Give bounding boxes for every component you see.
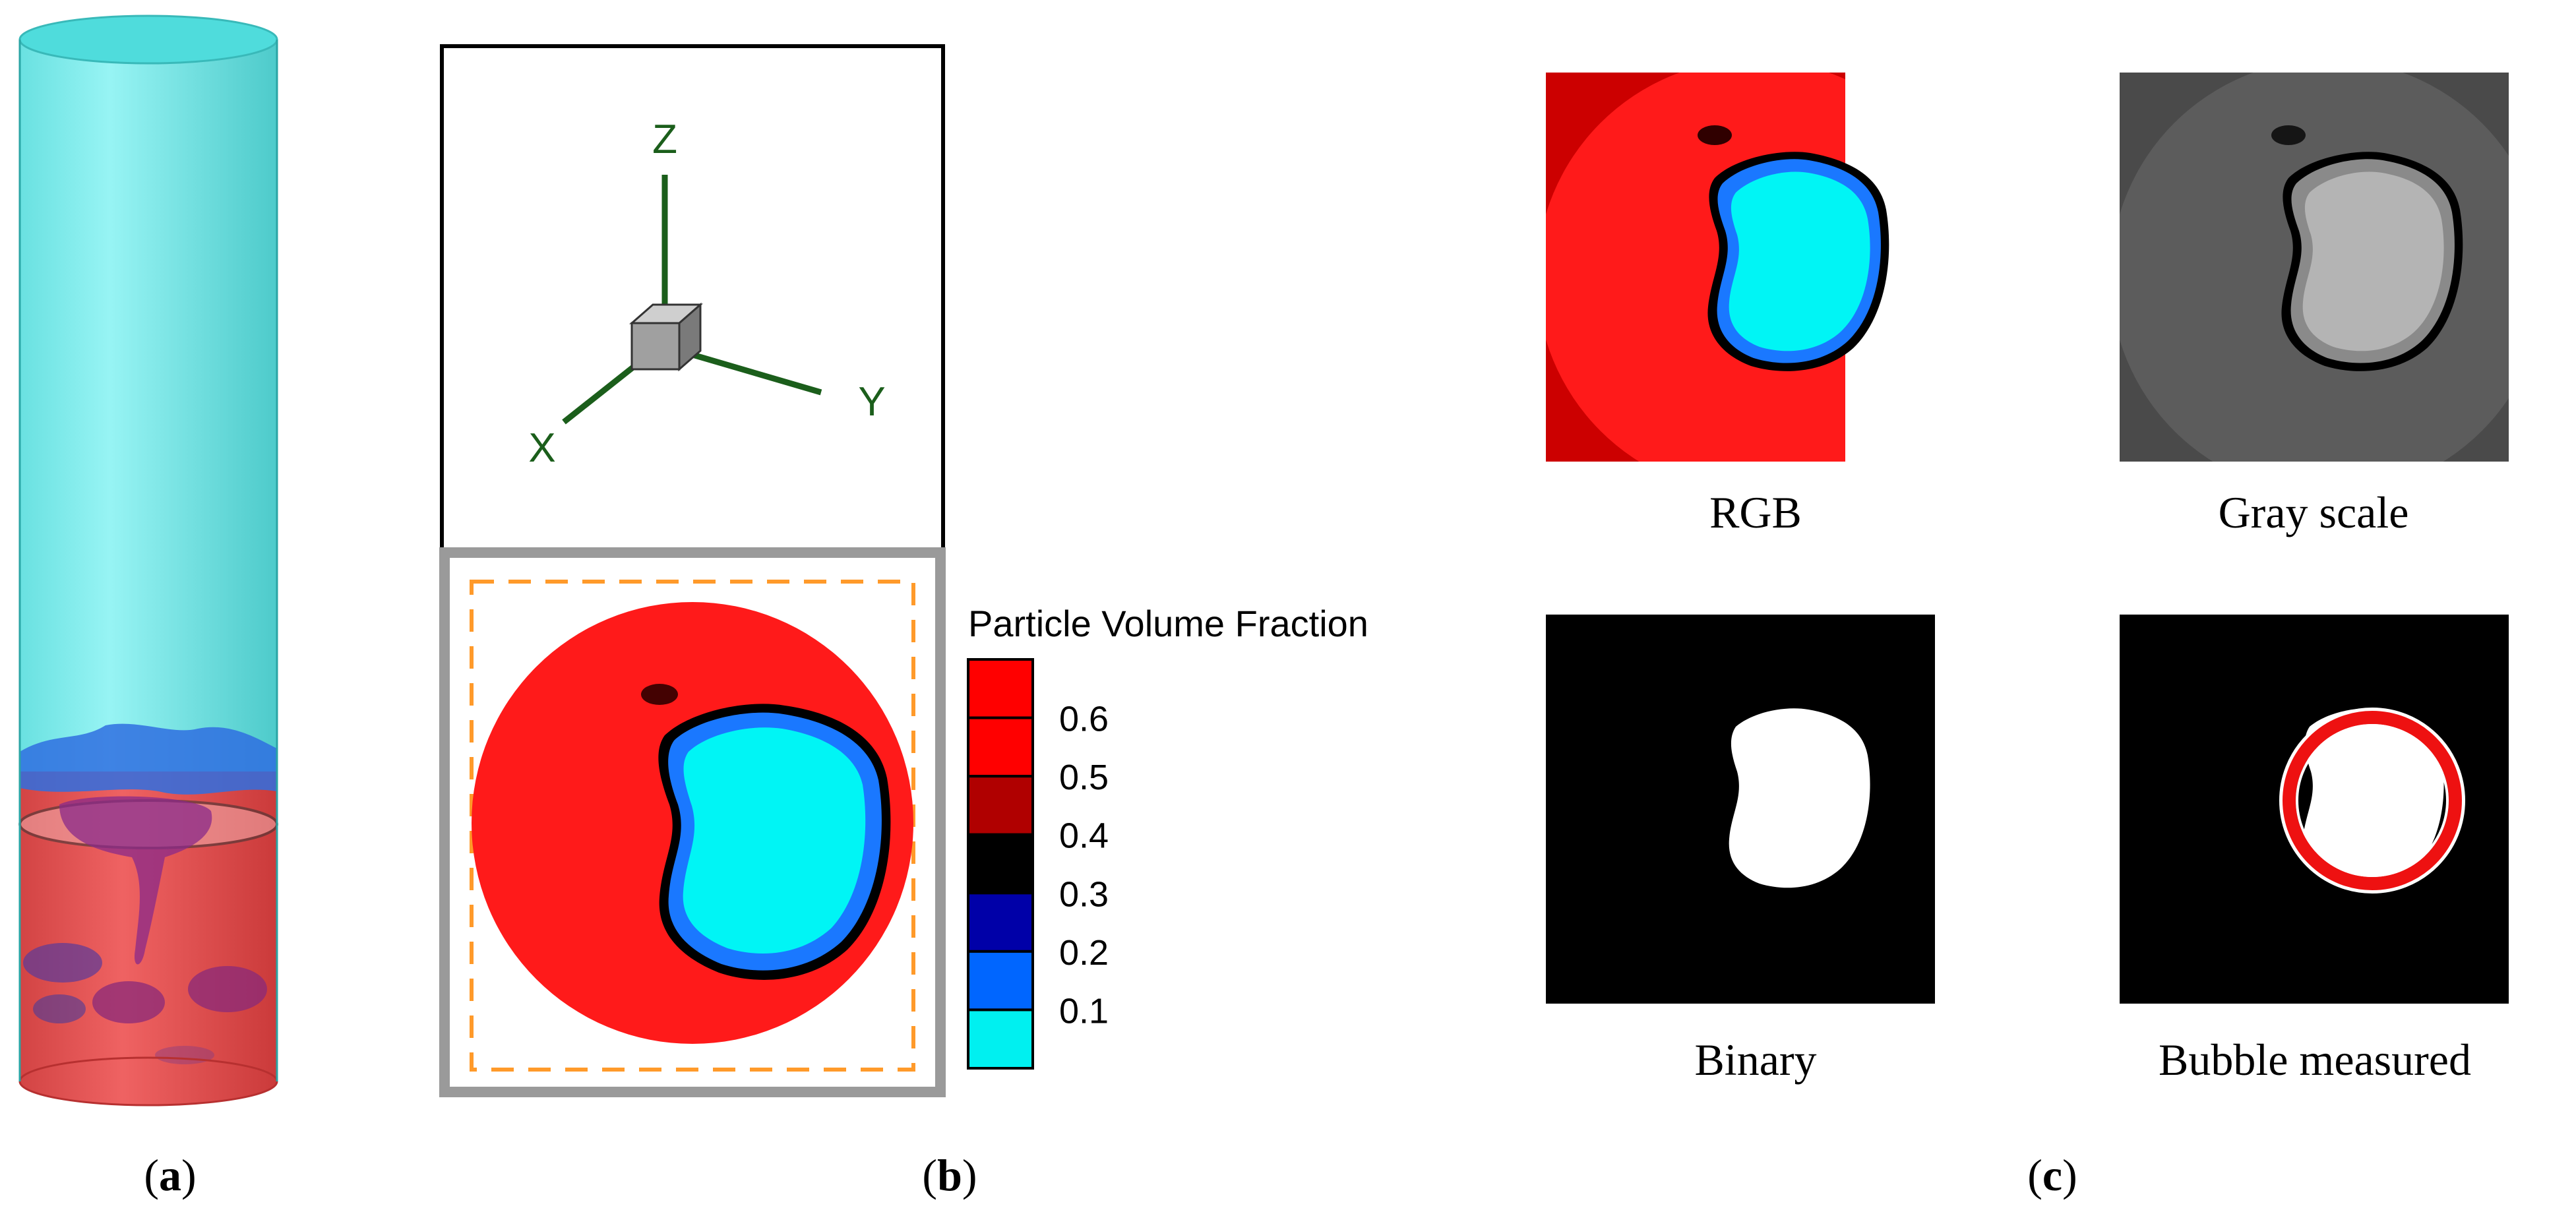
dashed-frame	[470, 580, 915, 1072]
dark-spot	[641, 684, 678, 705]
legend-color-segment	[967, 658, 1034, 719]
binary-bubble	[1729, 708, 1870, 888]
legend-title: Particle Volume Fraction	[968, 603, 1368, 644]
legend-color-segment	[967, 833, 1034, 895]
small-bubble	[33, 994, 86, 1023]
legend-tick-label: 0.4	[1059, 816, 1109, 856]
legend-color-segment	[967, 892, 1034, 953]
gray-scale-label: Gray scale	[2219, 487, 2409, 537]
legend-colorbar	[967, 658, 1034, 1070]
bed-region	[20, 772, 277, 1105]
bubble-core	[683, 727, 866, 954]
caption-a: (a)	[144, 1150, 196, 1200]
legend-tick-label: 0.5	[1059, 758, 1109, 797]
bubble-surface	[20, 723, 277, 795]
legend-tick-label: 0.1	[1059, 991, 1109, 1031]
caption-c: (c)	[2027, 1150, 2077, 1200]
measured-circle-inner	[2296, 724, 2449, 877]
measured-circle	[2283, 711, 2462, 890]
bubble-core	[2302, 171, 2444, 351]
rgb-label: RGB	[1709, 487, 1802, 537]
bubble-measured-image	[2120, 615, 2509, 1004]
gas-region	[20, 40, 277, 772]
legend: Particle Volume Fraction 0.6 0.5 0.4 0.3 0.2…	[967, 603, 1368, 1070]
origin-cube	[629, 302, 703, 372]
binary-bubble	[2302, 708, 2444, 888]
small-bubble	[23, 943, 102, 983]
bubble-measured-label: Bubble measured	[2159, 1035, 2471, 1085]
legend-tick-label: 0.6	[1059, 700, 1109, 739]
dark-spot	[2271, 125, 2306, 145]
y-axis-label: Y	[858, 379, 885, 425]
x-axis-label: X	[528, 425, 555, 471]
binary-label: Binary	[1694, 1035, 1816, 1085]
legend-ticks: 0.6 0.5 0.4 0.3 0.2 0.1	[1059, 700, 1109, 1031]
bubble-plume	[59, 796, 212, 965]
rgb-image	[1546, 73, 1889, 462]
panel-a-cylinder	[18, 15, 278, 1106]
dark-spot	[1698, 125, 1732, 145]
axes-triad-box: Z X Y	[440, 44, 945, 556]
legend-color-segment	[967, 716, 1034, 778]
small-bubble	[155, 1046, 214, 1064]
y-axis	[685, 349, 822, 396]
x-axis	[562, 357, 645, 425]
z-axis-label: Z	[652, 117, 677, 162]
legend-tick-label: 0.2	[1059, 933, 1109, 973]
small-bubble	[188, 966, 267, 1012]
legend-tick-label: 0.3	[1059, 874, 1109, 914]
legend-color-segment	[967, 1008, 1034, 1070]
binary-image	[1546, 615, 1935, 1004]
gray-scale-image	[2120, 73, 2509, 462]
cylinder-top-cap	[18, 15, 278, 65]
bubble-core	[1729, 171, 1870, 351]
cross-section-view	[439, 547, 946, 1097]
caption-b: (b)	[922, 1150, 977, 1200]
legend-color-segment	[967, 775, 1034, 836]
legend-color-segment	[967, 950, 1034, 1012]
measured-circle-outer	[2279, 708, 2465, 894]
small-bubble	[92, 981, 165, 1023]
